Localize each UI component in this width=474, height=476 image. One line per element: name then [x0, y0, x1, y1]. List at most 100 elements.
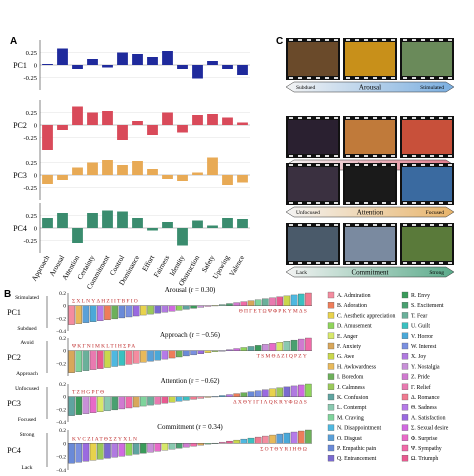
legend-label: S. Excitement [411, 303, 444, 309]
sprocket-hole [412, 155, 416, 157]
y-tick-label: 0.25 [26, 110, 37, 117]
legend-label: U. Guilt [411, 324, 430, 330]
emotion-bar [254, 436, 262, 444]
sprocket-hole [289, 155, 293, 157]
y-tick-label: −0.2 [56, 455, 66, 461]
emotion-bar [190, 350, 197, 356]
bar [147, 125, 158, 135]
sprocket-hole [355, 224, 359, 226]
emotion-bar [247, 300, 255, 306]
right-pole-label: Focused [426, 210, 445, 216]
bar-letters-top: ΣXLNYΔHZIITBFIO [72, 299, 139, 305]
sprocket-hole [355, 202, 359, 204]
emotion-bar [183, 396, 190, 401]
bar [72, 228, 83, 243]
y-tick-label: −0.2 [56, 316, 66, 322]
category-label: Approach [30, 254, 51, 283]
sprocket-hole [421, 39, 425, 41]
legend-swatch [401, 373, 409, 380]
sprocket-hole [391, 39, 395, 41]
sprocket-hole [391, 164, 395, 166]
emotion-bar [68, 350, 75, 373]
emotion-bar [190, 396, 197, 400]
emotion-bar [297, 293, 305, 306]
sprocket-hole [346, 262, 350, 264]
emotion-bar [118, 305, 126, 319]
legend-label: T. Fear [411, 313, 427, 319]
bar [42, 218, 53, 228]
sprocket-hole [391, 155, 395, 157]
sprocket-hole [355, 77, 359, 79]
sprocket-hole [382, 155, 386, 157]
emotion-bar [233, 439, 240, 444]
emotion-bar [262, 344, 269, 351]
sprocket-hole [448, 39, 452, 41]
top-pole-label: Stimulated [15, 295, 39, 301]
video-still [345, 120, 395, 154]
sprocket-hole [334, 262, 338, 264]
emotion-bar [175, 396, 183, 402]
bar [102, 65, 113, 68]
sprocket-hole [307, 77, 311, 79]
emotion-bar [269, 297, 276, 306]
sprocket-hole [334, 77, 338, 79]
sprocket-hole [448, 224, 452, 226]
left-pole-label: Lack [296, 270, 307, 276]
emotion-bar [111, 350, 118, 367]
emotion-bar [154, 443, 161, 452]
y-tick-label: -0.25 [23, 185, 37, 192]
sprocket-hole [382, 262, 386, 264]
sprocket-hole [307, 262, 311, 264]
panel-label-b: B [4, 289, 11, 300]
sprocket-hole [439, 262, 443, 264]
bar [192, 172, 203, 175]
legend-label: J. Calmness [337, 385, 365, 391]
emotion-bar [283, 386, 291, 397]
sprocket-hole [334, 224, 338, 226]
sprocket-hole [448, 117, 452, 119]
emotion-bar [226, 349, 233, 351]
y-tick-label: 0 [34, 173, 37, 180]
sprocket-hole [373, 39, 377, 41]
sprocket-hole [439, 155, 443, 157]
y-tick-label: −0.4 [56, 420, 66, 426]
y-tick-label: 0 [63, 395, 66, 401]
sprocket-hole [325, 39, 329, 41]
row-label: PC3 [7, 399, 21, 408]
left-pole-label: Unfocused [296, 209, 320, 216]
legend-label: G. Awe [337, 354, 355, 360]
bar [57, 175, 68, 180]
emotion-bar [118, 443, 126, 457]
emotion-bar [211, 396, 219, 398]
video-still [402, 167, 452, 201]
emotion-bar [247, 346, 255, 351]
emotion-bar [89, 443, 97, 461]
emotion-bar [240, 392, 248, 397]
sprocket-hole [421, 262, 425, 264]
legend-swatch [327, 444, 335, 452]
bar [117, 165, 128, 175]
video-still [288, 227, 338, 261]
sprocket-hole [307, 202, 311, 204]
video-still [288, 42, 338, 76]
axis-arrow [285, 206, 455, 218]
sprocket-hole [355, 117, 359, 119]
row-title: Commitment (r = 0.34) [157, 423, 223, 431]
bar [132, 121, 143, 125]
sprocket-hole [307, 117, 311, 119]
legend-label: X. Joy [411, 354, 426, 360]
emotion-bar [233, 348, 240, 351]
emotion-bar [154, 350, 161, 361]
emotion-bar [140, 443, 147, 454]
sprocket-hole [334, 39, 338, 41]
bar [222, 65, 233, 69]
bar [57, 48, 68, 65]
sprocket-hole [298, 117, 302, 119]
emotion-bar [197, 443, 205, 446]
bar [87, 162, 98, 175]
emotion-bar [290, 431, 298, 444]
sprocket-hole [316, 39, 320, 41]
sprocket-hole [382, 164, 386, 166]
legend-swatch [401, 353, 409, 360]
bar [162, 175, 173, 179]
